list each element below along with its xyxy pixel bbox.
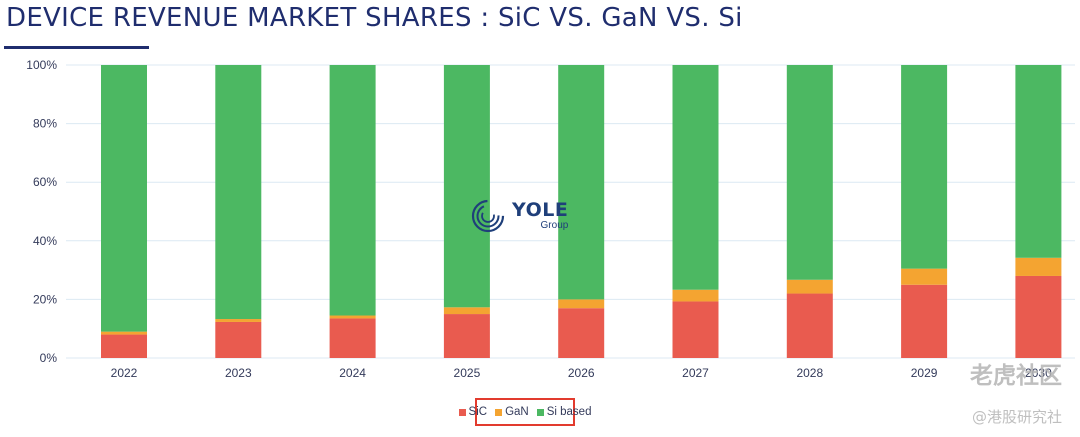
bar-gan-2028 bbox=[786, 279, 833, 294]
watermark-main: 老虎社区 bbox=[970, 363, 1062, 389]
x-tick-label: 2028 bbox=[796, 366, 823, 380]
legend-label-si: Si based bbox=[546, 406, 592, 418]
chart-legend: SiC GaN Si based bbox=[458, 398, 591, 426]
x-tick-label: 2030 bbox=[1025, 366, 1052, 380]
legend-label-gan: GaN bbox=[505, 406, 529, 418]
y-tick-label: 0% bbox=[40, 351, 58, 365]
x-tick-label: 2022 bbox=[111, 366, 138, 380]
legend-item-si: Si based bbox=[536, 406, 592, 418]
bar-sic-2026 bbox=[558, 308, 605, 358]
x-tick-label: 2024 bbox=[339, 366, 366, 380]
title-underline bbox=[4, 46, 149, 49]
bar-gan-2030 bbox=[1015, 257, 1062, 276]
legend-item-gan: GaN bbox=[495, 406, 529, 418]
bar-gan-2029 bbox=[901, 268, 948, 285]
bar-sic-2023 bbox=[215, 321, 262, 358]
y-tick-label: 20% bbox=[33, 292, 57, 306]
y-tick-label: 40% bbox=[33, 234, 57, 248]
bar-gan-2025 bbox=[443, 307, 490, 315]
bar-si-based-2024 bbox=[329, 65, 376, 316]
x-tick-label: 2026 bbox=[568, 366, 595, 380]
bar-si-based-2029 bbox=[901, 65, 948, 269]
x-tick-label: 2027 bbox=[682, 366, 709, 380]
x-tick-label: 2025 bbox=[454, 366, 481, 380]
bar-sic-2028 bbox=[786, 293, 833, 358]
legend-label-sic: SiC bbox=[468, 406, 488, 418]
bar-gan-2027 bbox=[672, 289, 719, 302]
bar-si-based-2028 bbox=[786, 65, 833, 280]
bar-gan-2024 bbox=[329, 315, 376, 319]
bar-sic-2027 bbox=[672, 301, 719, 358]
watermark: 老虎社区 @港股研究社 bbox=[970, 356, 1062, 427]
legend-swatch-sic bbox=[458, 408, 466, 416]
watermark-sub: @港股研究社 bbox=[971, 408, 1062, 426]
bar-gan-2022 bbox=[101, 331, 147, 335]
y-tick-label: 80% bbox=[33, 117, 57, 131]
y-tick-label: 100% bbox=[26, 58, 57, 72]
bar-gan-2026 bbox=[558, 299, 605, 309]
bar-si-based-2025 bbox=[443, 65, 490, 308]
bar-sic-2025 bbox=[443, 314, 490, 358]
logo-sub: Group bbox=[540, 220, 569, 231]
y-tick-label: 60% bbox=[33, 175, 57, 189]
bar-si-based-2026 bbox=[558, 65, 605, 300]
legend-item-sic: SiC bbox=[458, 406, 488, 418]
legend-swatch-gan bbox=[495, 408, 503, 416]
bar-si-based-2030 bbox=[1015, 65, 1062, 258]
x-tick-label: 2023 bbox=[225, 366, 252, 380]
bar-sic-2024 bbox=[329, 318, 376, 358]
yole-logo: YOLE Group bbox=[470, 198, 568, 234]
logo-name: YOLE bbox=[512, 199, 569, 221]
bar-sic-2029 bbox=[901, 284, 948, 358]
chart-title: DEVICE REVENUE MARKET SHARES : SiC VS. G… bbox=[6, 3, 743, 33]
bar-si-based-2022 bbox=[101, 65, 147, 332]
bar-sic-2030 bbox=[1015, 275, 1062, 358]
bar-si-based-2023 bbox=[215, 65, 262, 320]
bar-sic-2022 bbox=[101, 334, 147, 358]
legend-swatch-si bbox=[536, 408, 544, 416]
x-tick-label: 2029 bbox=[911, 366, 938, 380]
yole-logo-icon bbox=[471, 199, 505, 233]
bar-si-based-2027 bbox=[672, 65, 719, 290]
bar-gan-2023 bbox=[215, 319, 262, 322]
